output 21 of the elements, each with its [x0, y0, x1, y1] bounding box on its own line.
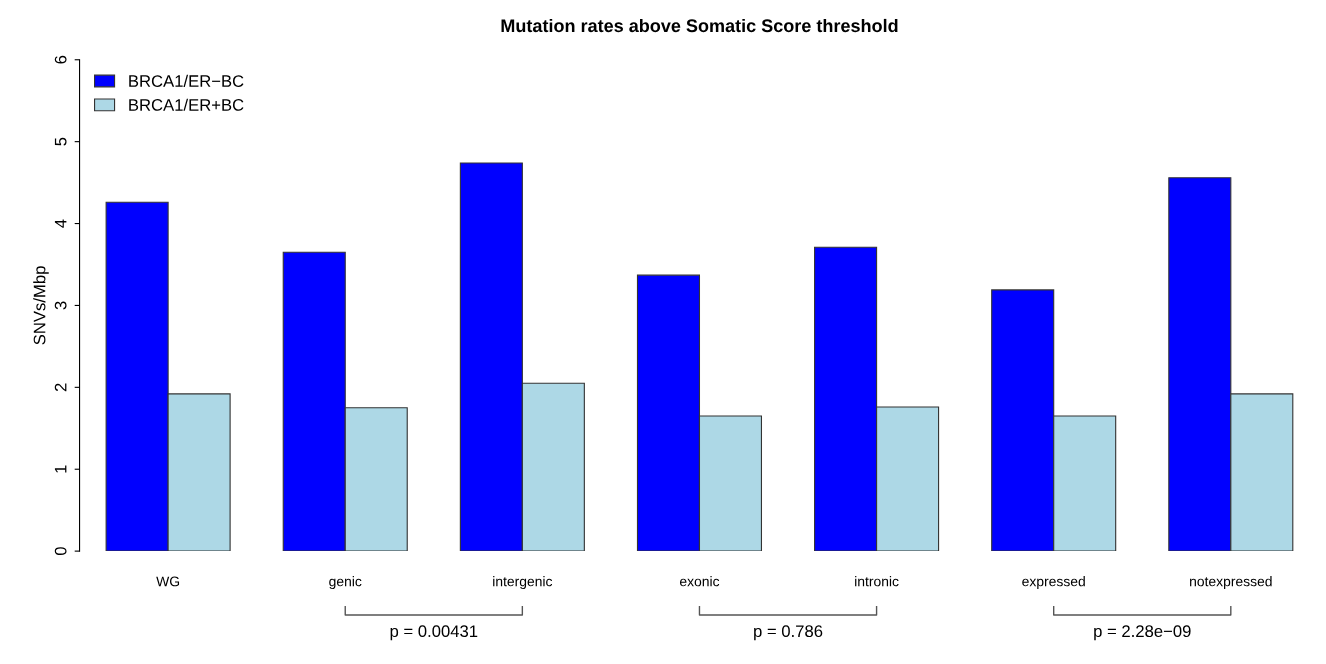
y-tick-label: 6 [54, 55, 67, 64]
x-tick-label: notexpressed [1190, 576, 1272, 590]
text: p = 2.28e−09 [1094, 625, 1191, 641]
legend-label: BRCA1/ER+BC [129, 98, 244, 111]
y-tick-label: 5 [54, 137, 67, 146]
x-tick-label: exonic [679, 576, 720, 587]
text: p = 0.786 [754, 625, 823, 641]
y-tick-label: 0 [54, 547, 67, 556]
x-tick-label: WG [156, 576, 180, 587]
y-tick-label: 1 [54, 465, 67, 473]
y-tick-label: 4 [54, 219, 67, 228]
y-tick-label: 2 [54, 383, 67, 392]
y-tick-label: 3 [54, 301, 67, 310]
x-tick-label: expressed [1022, 576, 1085, 590]
x-tick-label: intronic [855, 576, 899, 587]
legend-label: BRCA1/ER−BC [129, 74, 244, 87]
x-tick-label: intergenic [493, 576, 553, 590]
chart-title: Mutation rates above Somatic Score threshold [501, 18, 898, 33]
y-axis-title: SNVs/Mbp [33, 266, 49, 345]
x-tick-label: genic [329, 576, 362, 590]
text: p = 0.00431 [390, 625, 478, 641]
